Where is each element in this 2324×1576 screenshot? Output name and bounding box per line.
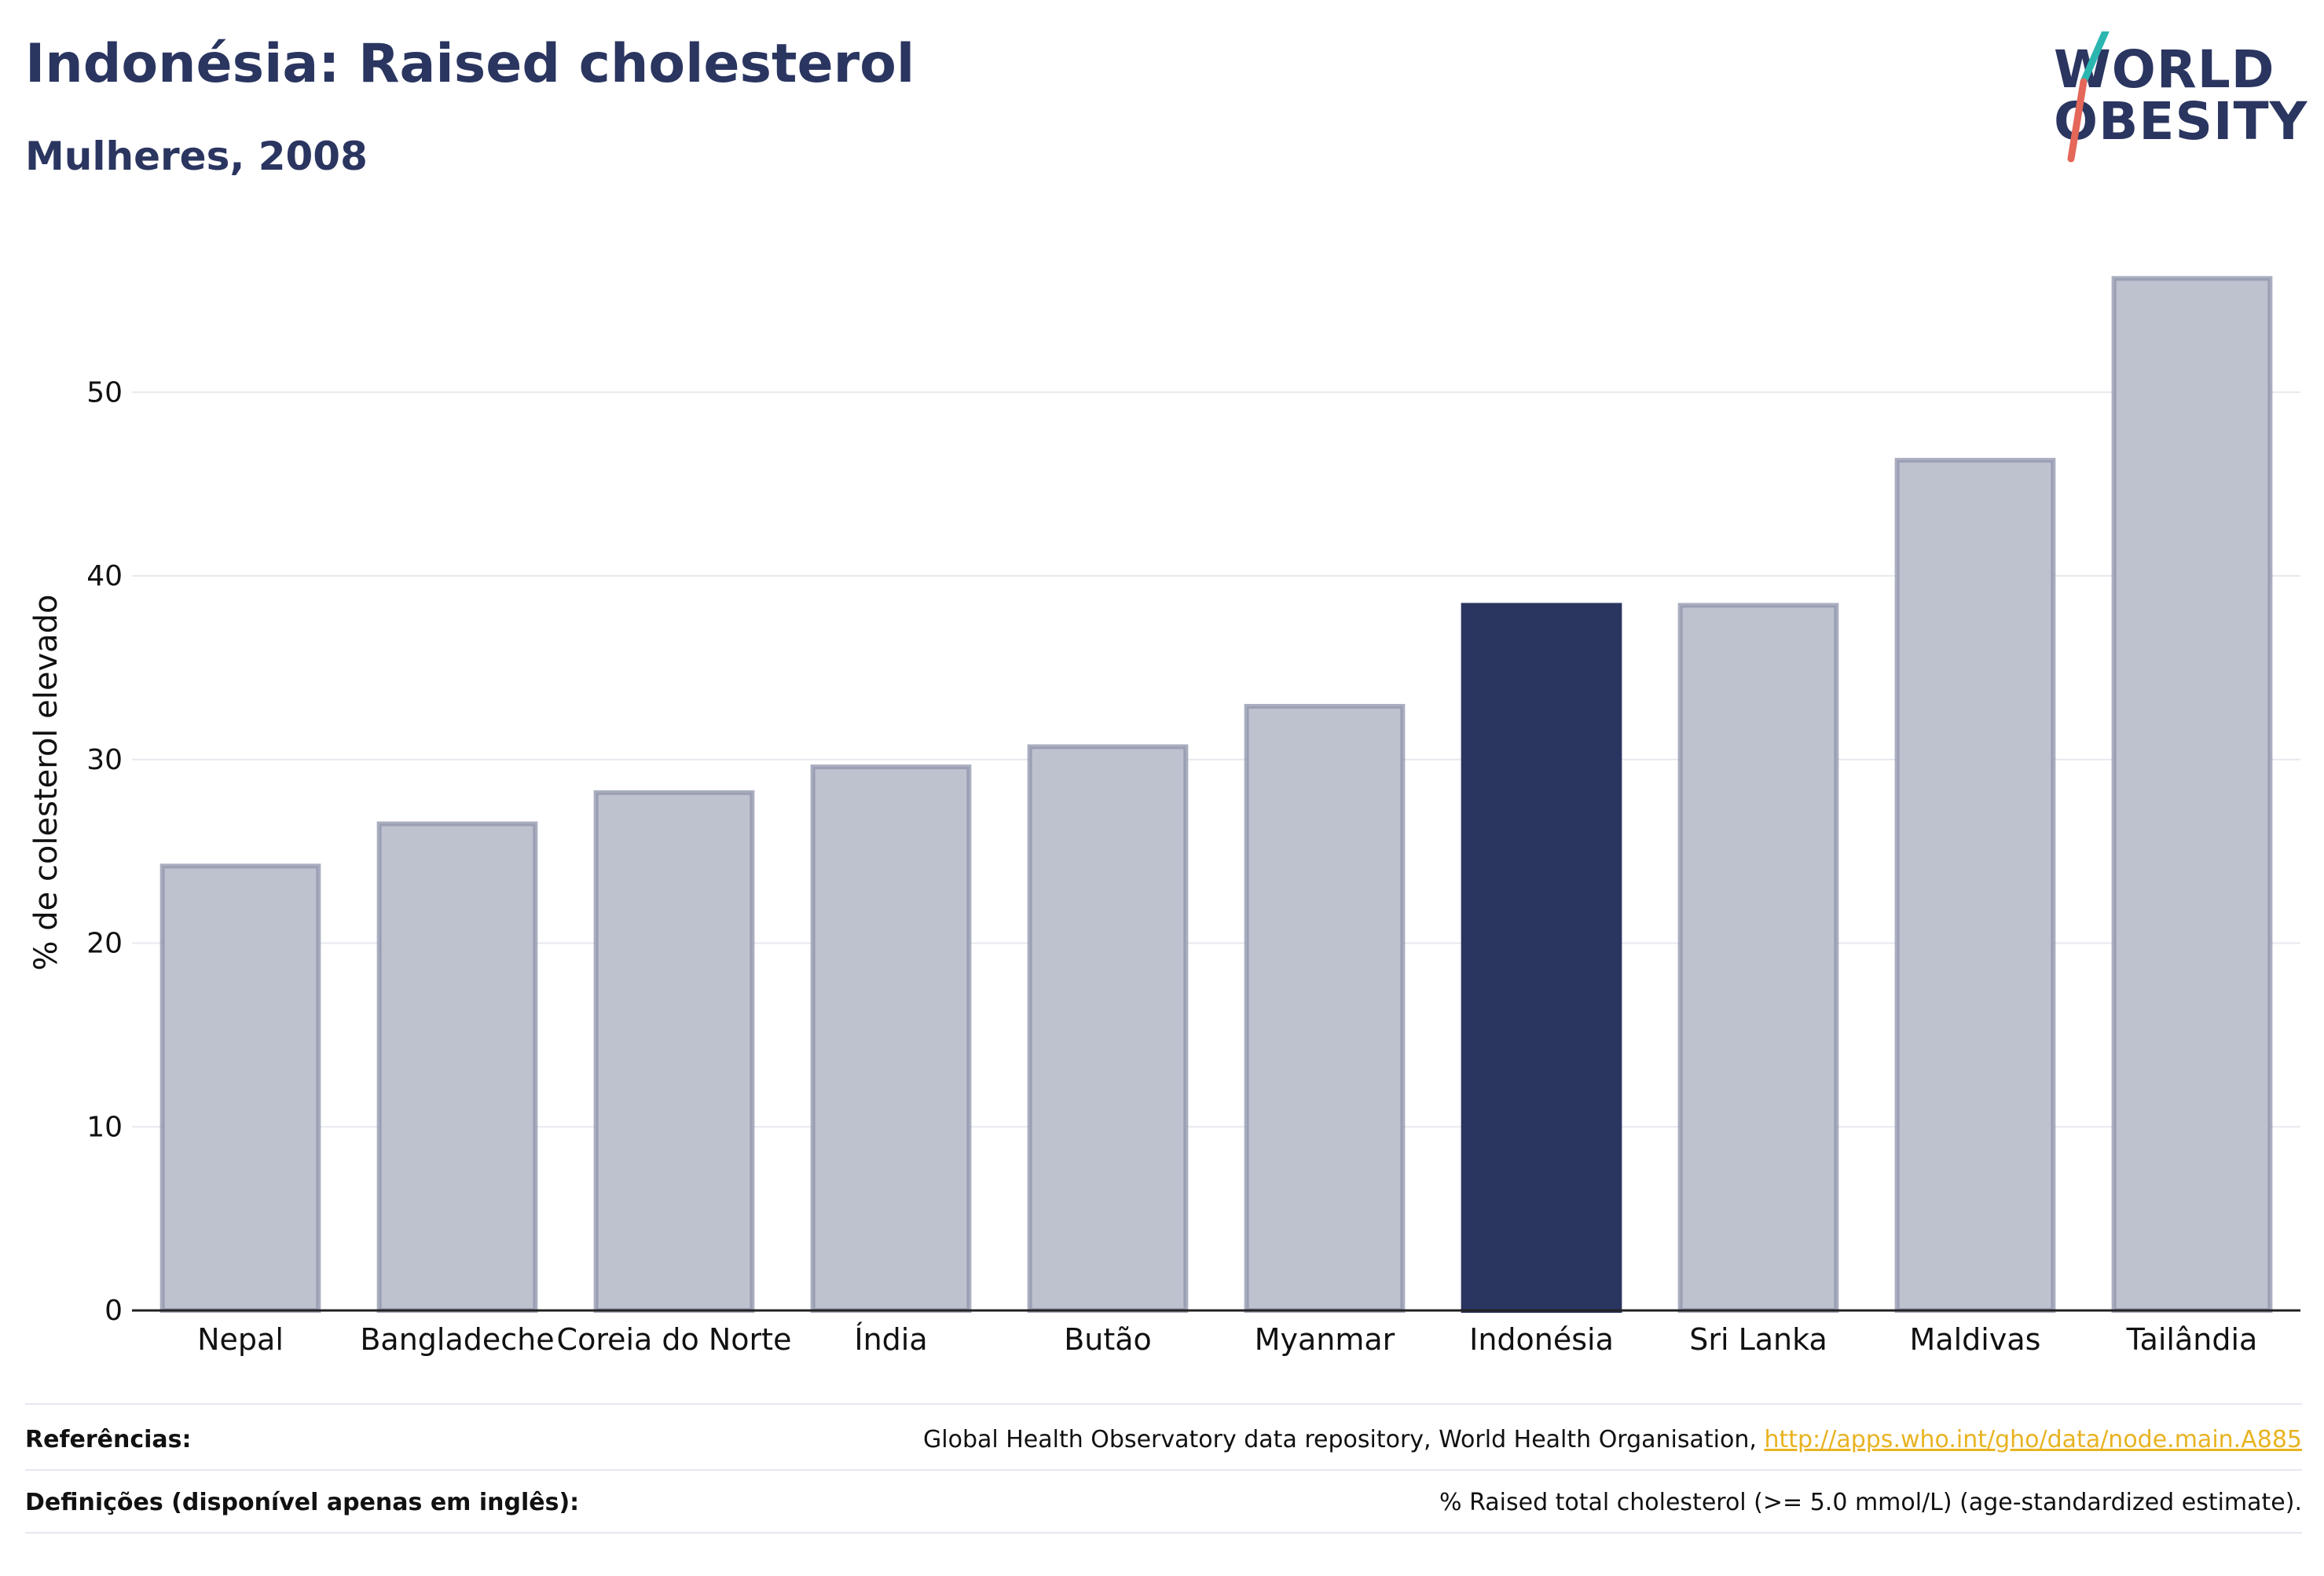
bar xyxy=(376,821,538,1313)
x-tick-label: Maldivas xyxy=(1910,1322,2041,1357)
footer-divider-bottom xyxy=(25,1532,2302,1534)
x-tick-label: Nepal xyxy=(197,1322,284,1357)
references-label: Referências: xyxy=(25,1425,192,1453)
x-tick-label: Sri Lanka xyxy=(1689,1322,1827,1357)
bar xyxy=(810,764,972,1313)
chart-title: Indonésia: Raised cholesterol xyxy=(25,33,915,95)
y-tick-label: 50 xyxy=(86,376,123,409)
bar xyxy=(1461,603,1622,1313)
x-tick-label: Butão xyxy=(1064,1322,1152,1357)
x-tick-label: Indonésia xyxy=(1469,1322,1614,1357)
x-tick-label: Índia xyxy=(854,1322,927,1357)
references-link[interactable]: http://apps.who.int/gho/data/node.main.A… xyxy=(1764,1425,2302,1453)
bar xyxy=(2111,276,2273,1313)
y-axis-label: % de colesterol elevado xyxy=(28,594,64,970)
bar xyxy=(1894,457,2056,1313)
x-tick-label: Myanmar xyxy=(1255,1322,1395,1357)
y-tick-label: 20 xyxy=(86,928,123,960)
world-obesity-logo: WORLD OBESITY xyxy=(2043,31,2310,173)
y-tick-label: 0 xyxy=(104,1295,123,1327)
bar xyxy=(1244,703,1406,1313)
references-text: Global Health Observatory data repositor… xyxy=(923,1425,1765,1453)
chart-subtitle: Mulheres, 2008 xyxy=(25,134,368,179)
bar-chart: 0 10 20 30 40 50 % de colesterol elevado Nepal B… xyxy=(28,276,2300,1357)
footer-divider-top xyxy=(25,1403,2302,1405)
bar xyxy=(1677,603,1839,1313)
y-tick-label: 30 xyxy=(86,744,123,776)
y-tick-label: 10 xyxy=(86,1111,123,1143)
y-tick-label: 40 xyxy=(86,560,123,592)
definitions-row: Definições (disponível apenas em inglês)… xyxy=(25,1471,2302,1534)
references-value: Global Health Observatory data repositor… xyxy=(923,1426,2302,1453)
bar xyxy=(159,863,321,1313)
x-tick-label: Coreia do Norte xyxy=(557,1322,792,1357)
logo-line-2: OBESITY xyxy=(2054,91,2308,152)
references-row: Referências: Global Health Observatory d… xyxy=(25,1408,2302,1471)
x-tick-label: Bangladeche xyxy=(360,1322,554,1357)
bar xyxy=(1027,744,1189,1313)
x-tick-label: Tailândia xyxy=(2126,1322,2258,1357)
bar xyxy=(593,790,755,1313)
footer-divider-middle xyxy=(25,1469,2302,1471)
definitions-text: % Raised total cholesterol (>= 5.0 mmol/… xyxy=(1439,1488,2302,1516)
logo-slash-icon xyxy=(2067,31,2110,163)
definitions-label: Definições (disponível apenas em inglês)… xyxy=(25,1488,580,1516)
